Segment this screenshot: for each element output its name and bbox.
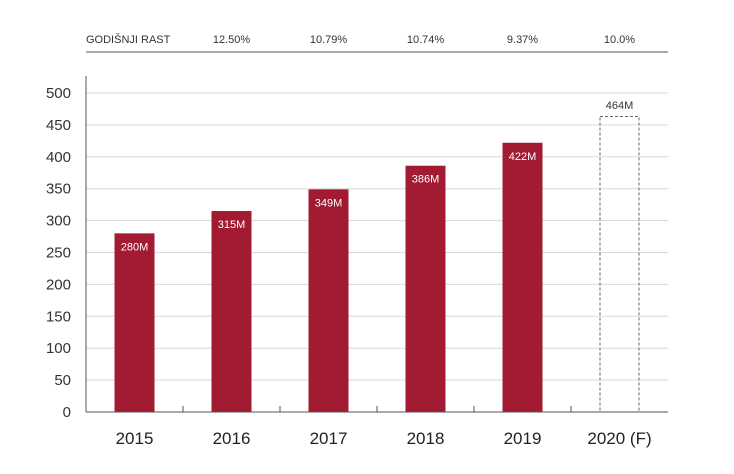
forecast-bar: [599, 115, 640, 413]
bars: 280M 315M 349M 386M 422M 464M: [114, 100, 640, 413]
x-tick-label: 2016: [213, 429, 251, 448]
bar: [308, 189, 349, 412]
y-tick-label: 450: [46, 117, 71, 134]
x-axis-ticks: 2015 2016 2017 2018 2019 2020 (F): [116, 429, 652, 448]
bar-data-label: 280M: [121, 241, 149, 253]
x-tick-label: 2020 (F): [587, 429, 651, 448]
grid-lines: [86, 92, 668, 381]
y-tick-label: 100: [46, 340, 71, 357]
bar-data-label: 464M: [606, 100, 634, 112]
growth-values: 12.50% 10.79% 10.74% 9.37% 10.0%: [213, 34, 635, 46]
x-tick-label: 2019: [504, 429, 542, 448]
y-tick-label: 350: [46, 181, 71, 198]
x-tick-label: 2017: [310, 429, 348, 448]
growth-value: 10.79%: [310, 34, 348, 46]
bar: [211, 211, 252, 412]
growth-row: GODIŠNJI RAST 12.50% 10.79% 10.74% 9.37% 10.…: [86, 33, 668, 53]
bar-data-label: 386M: [412, 174, 440, 186]
y-tick-label: 50: [54, 372, 71, 389]
y-tick-label: 500: [46, 85, 71, 102]
bar-data-label: 422M: [509, 151, 537, 163]
y-tick-label: 250: [46, 245, 71, 262]
axes: [85, 76, 668, 413]
y-tick-label: 150: [46, 308, 71, 325]
growth-value: 10.0%: [604, 34, 635, 46]
y-tick-label: 200: [46, 276, 71, 293]
bar: [114, 233, 155, 412]
y-tick-label: 300: [46, 213, 71, 230]
bar-data-label: 349M: [315, 197, 343, 209]
growth-value: 10.74%: [407, 34, 445, 46]
growth-row-label: GODIŠNJI RAST: [86, 33, 171, 46]
y-tick-label: 0: [63, 404, 71, 421]
bar-data-label: 315M: [218, 219, 246, 231]
y-tick-label: 400: [46, 149, 71, 166]
growth-value: 12.50%: [213, 34, 251, 46]
x-tick-label: 2018: [407, 429, 445, 448]
bar: [405, 165, 446, 412]
x-tick-label: 2015: [116, 429, 154, 448]
y-axis-ticks: 0 50 100 150 200 250 300 350 400 450 500: [46, 85, 71, 421]
growth-value: 9.37%: [507, 34, 538, 46]
bar: [502, 142, 543, 412]
